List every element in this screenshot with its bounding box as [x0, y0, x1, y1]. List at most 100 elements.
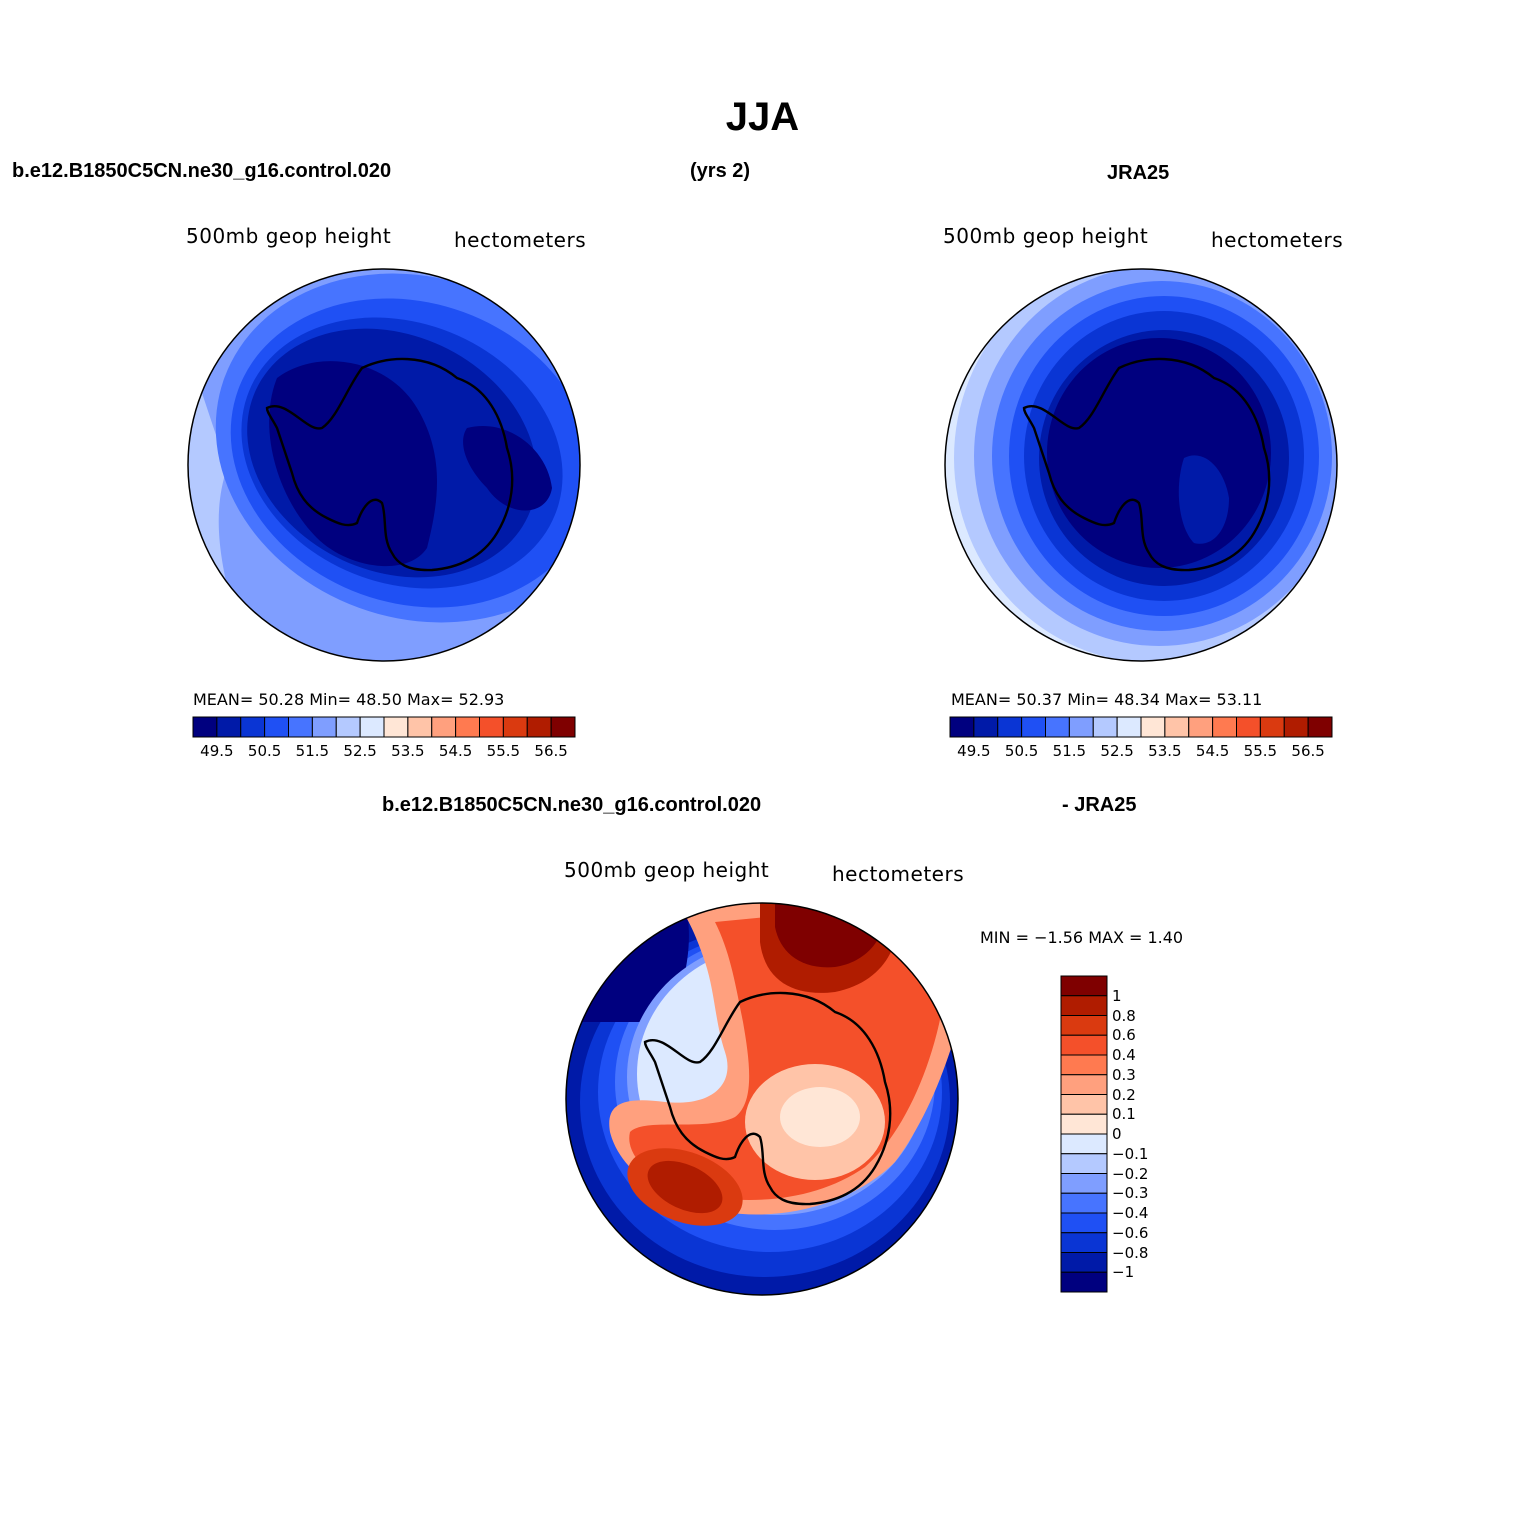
colorbar-tick-label: 52.5	[1100, 742, 1134, 760]
panel2-variable-label: 500mb geop height	[943, 224, 1149, 248]
diff-minmax: MIN = −1.56 MAX = 1.40	[980, 928, 1184, 947]
colorbar-swatch	[359, 716, 385, 738]
colorbar-swatch	[1212, 716, 1237, 738]
colorbar-swatch	[431, 716, 457, 738]
colorbar-swatch	[1060, 1015, 1108, 1036]
colorbar-swatch	[973, 716, 999, 738]
colorbar-tick-label: 0.4	[1112, 1046, 1136, 1064]
colorbar-swatch	[383, 716, 409, 738]
colorbar-swatch	[1060, 1034, 1108, 1056]
colorbar-swatch	[550, 716, 576, 738]
colorbar-swatch	[502, 716, 528, 738]
colorbar-swatch	[1060, 1094, 1108, 1115]
colorbar-swatch	[1092, 716, 1118, 738]
colorbar-swatch	[1060, 1074, 1108, 1095]
colorbar-tick-label: −1	[1112, 1263, 1135, 1282]
panel2-stats: MEAN= 50.37 Min= 48.34 Max= 53.11	[951, 690, 1263, 709]
colorbar-tick-label: 0.8	[1112, 1006, 1136, 1025]
colorbar-swatch	[1116, 716, 1142, 738]
colorbar-tick-label: −0.8	[1112, 1243, 1149, 1262]
colorbar-swatch	[240, 716, 266, 738]
diff-case-name: b.e12.B1850C5CN.ne30_g16.control.020	[382, 794, 762, 816]
obs-case-name: JRA25	[1107, 162, 1170, 184]
colorbar-tick-label: −0.2	[1112, 1164, 1149, 1183]
colorbar-swatch	[1060, 1212, 1108, 1234]
colorbar-tick-label: −0.4	[1112, 1204, 1149, 1222]
colorbar-swatch	[1060, 1133, 1108, 1155]
colorbar-swatch	[407, 716, 433, 738]
colorbar-tick-label: 0	[1112, 1125, 1122, 1143]
colorbar-swatch	[1140, 716, 1166, 738]
panel2-colorbar-labels: 49.5 50.5 51.5 52.5 53.5 54.5 55.5 56.5	[950, 742, 1332, 762]
model-polar-map	[187, 268, 581, 662]
contour-fill-lowest-east	[463, 426, 552, 511]
colorbar-swatch	[311, 716, 337, 738]
diff-colorbar	[1060, 975, 1108, 1293]
colorbar-swatch	[1060, 1192, 1108, 1214]
colorbar-swatch	[192, 716, 218, 738]
colorbar-swatch	[1236, 716, 1261, 738]
colorbar-swatch	[288, 716, 313, 738]
colorbar-swatch	[1060, 1173, 1108, 1194]
contour-fill-lowest	[269, 361, 437, 567]
colorbar-swatch	[1164, 716, 1190, 738]
contour-fill-lowest	[1047, 338, 1271, 568]
colorbar-swatch	[1021, 716, 1046, 738]
diff-minus-label: - JRA25	[1062, 794, 1137, 816]
colorbar-tick-label: 56.5	[534, 742, 568, 760]
colorbar-tick-label: 0.6	[1112, 1026, 1136, 1045]
colorbar-tick-label: 56.5	[1291, 742, 1325, 760]
panel2-colorbar	[949, 716, 1333, 738]
colorbar-swatch	[949, 716, 975, 738]
colorbar-tick-label: 1	[1112, 986, 1122, 1005]
colorbar-swatch	[264, 716, 289, 738]
map-border	[565, 902, 959, 1296]
colorbar-tick-label: −0.1	[1112, 1144, 1149, 1163]
panel1-variable-label: 500mb geop height	[186, 224, 392, 248]
colorbar-tick-label: 50.5	[247, 742, 282, 760]
colorbar-tick-label: 55.5	[1243, 742, 1278, 760]
map-border	[944, 268, 1338, 662]
colorbar-tick-label: 55.5	[486, 742, 521, 760]
colorbar-swatch	[997, 716, 1023, 738]
colorbar-tick-label: −0.6	[1112, 1223, 1149, 1242]
colorbar-swatch	[1060, 995, 1108, 1016]
colorbar-swatch	[1060, 1113, 1108, 1135]
colorbar-swatch	[1060, 1271, 1108, 1293]
panel1-colorbar-labels: 49.5 50.5 51.5 52.5 53.5 54.5 55.5 56.5	[193, 742, 575, 762]
colorbar-swatch	[335, 716, 361, 738]
antarctica-coastline	[643, 991, 892, 1206]
colorbar-tick-label: 52.5	[343, 742, 377, 760]
colorbar-swatch	[1045, 716, 1070, 738]
diff-polar-map	[565, 902, 959, 1296]
colorbar-tick-label: 50.5	[1004, 742, 1039, 760]
model-case-name: b.e12.B1850C5CN.ne30_g16.control.020	[12, 160, 392, 182]
panel1-units-label: hectometers	[454, 228, 587, 252]
colorbar-tick-label: 53.5	[1148, 742, 1182, 760]
antarctica-coastline	[1022, 357, 1271, 572]
contour-fill-red	[647, 1160, 723, 1214]
colorbar-tick-label: 51.5	[1052, 742, 1087, 760]
colorbar-tick-label: 53.5	[391, 742, 425, 760]
colorbar-swatch	[526, 716, 552, 738]
colorbar-swatch	[479, 716, 504, 738]
colorbar-swatch	[1068, 716, 1094, 738]
colorbar-swatch	[455, 716, 480, 738]
diff-units-label: hectometers	[832, 862, 965, 886]
map-border	[187, 268, 581, 662]
diff-colorbar-labels: 1 0.8 0.6 0.4 0.3 0.2 0.1 0 −0.1 −0.2 −0.3 −0.4 −0.6…	[1112, 976, 1192, 1292]
colorbar-swatch	[1060, 1232, 1108, 1253]
colorbar-swatch	[1259, 716, 1285, 738]
panel1-colorbar	[192, 716, 576, 738]
colorbar-swatch	[1307, 716, 1333, 738]
antarctica-coastline	[265, 357, 514, 572]
colorbar-tick-label: 49.5	[200, 742, 234, 760]
colorbar-swatch	[1060, 1252, 1108, 1273]
page-title: JJA	[725, 95, 800, 139]
colorbar-tick-label: 54.5	[1195, 742, 1230, 760]
panel2-units-label: hectometers	[1211, 228, 1344, 252]
colorbar-swatch	[216, 716, 242, 738]
colorbar-swatch	[1188, 716, 1214, 738]
panel1-stats: MEAN= 50.28 Min= 48.50 Max= 52.93	[193, 690, 505, 709]
colorbar-swatch	[1283, 716, 1309, 738]
